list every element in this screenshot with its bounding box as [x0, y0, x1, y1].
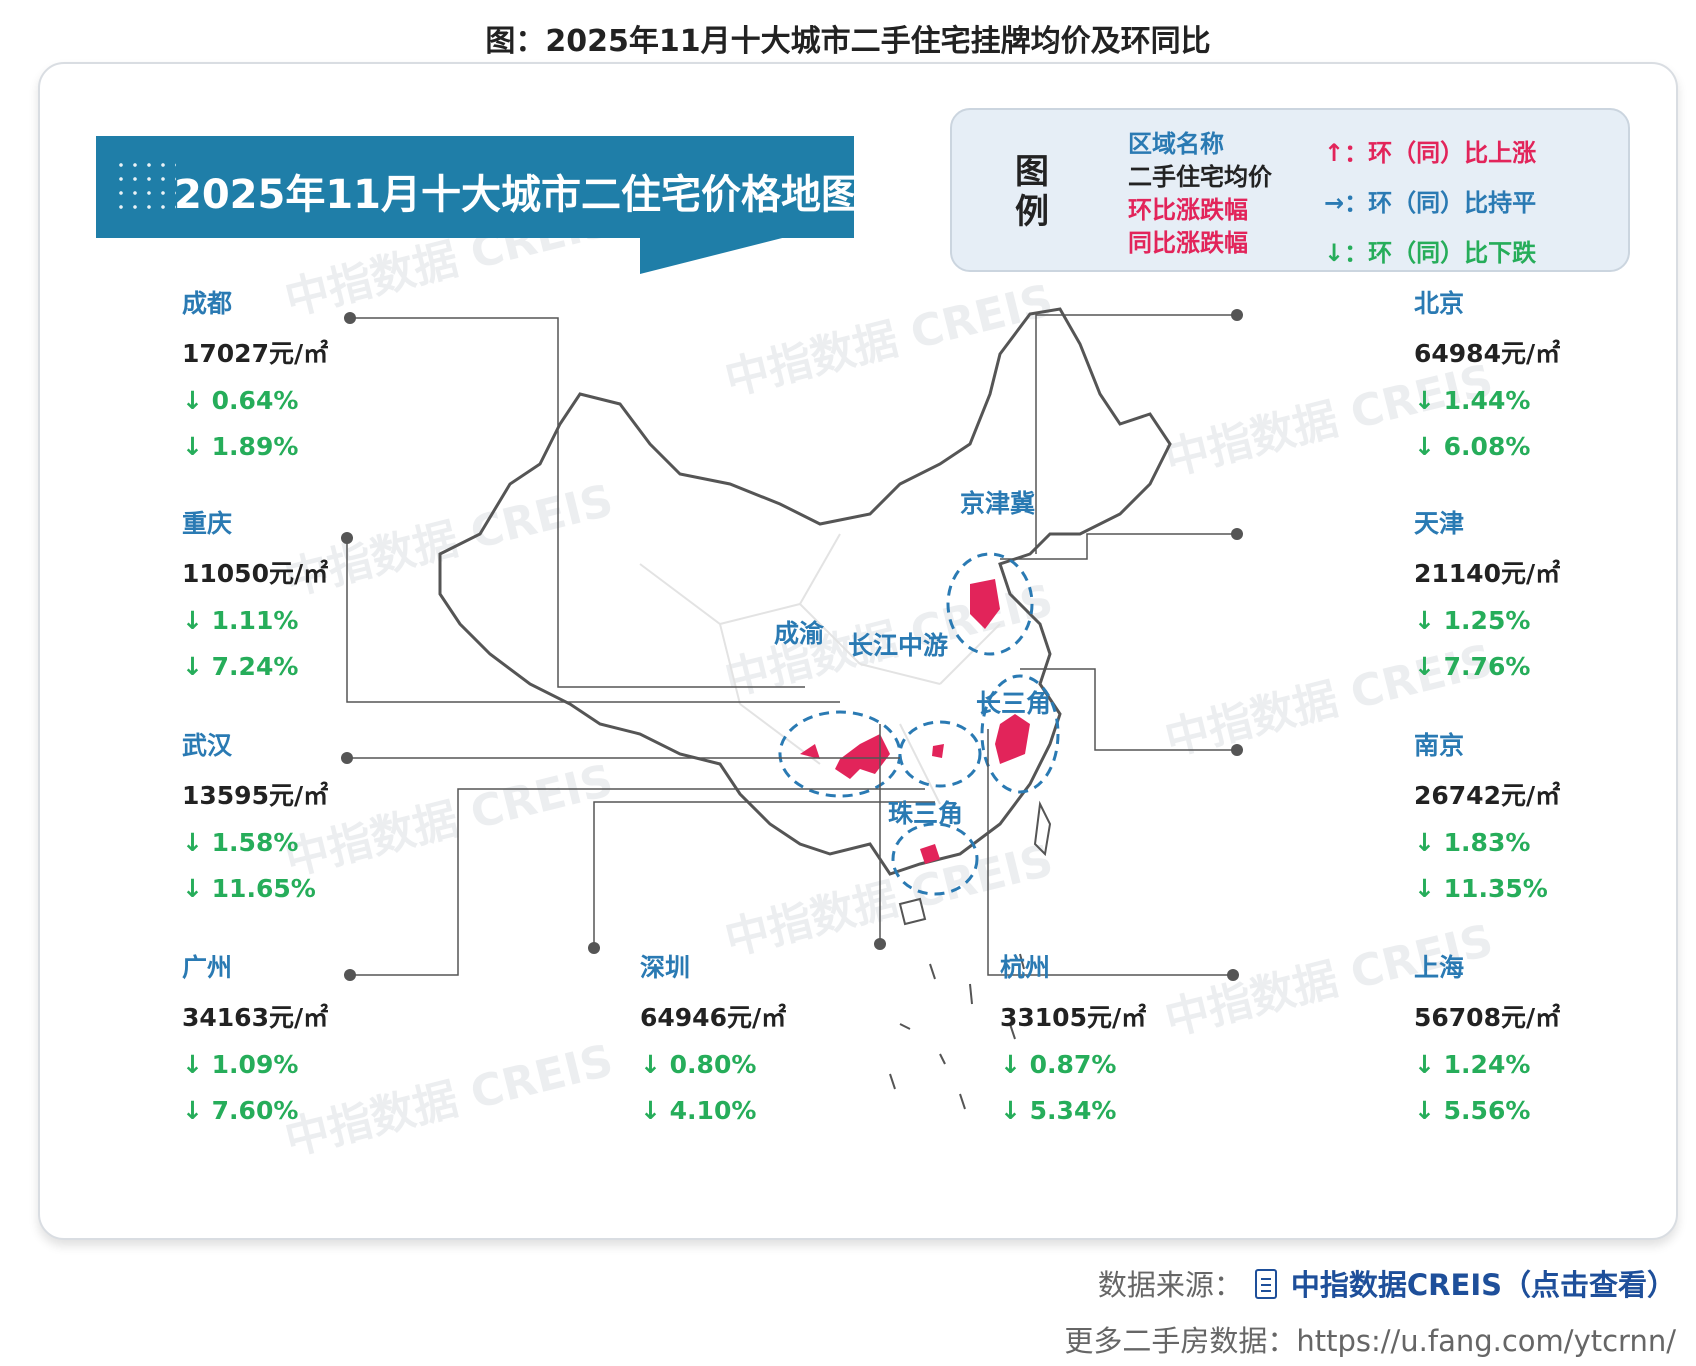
city-mom: ↓ 1.58%: [182, 828, 299, 857]
china-outline: [438, 307, 1172, 876]
legend-yoy: 同比涨跌幅: [1128, 229, 1248, 257]
leader-tianjin: [1000, 533, 1237, 560]
leader-lines: [346, 314, 1237, 976]
city-name: 南京: [1414, 731, 1465, 760]
legend-title: 图例: [1015, 152, 1049, 232]
city-price: 13595元/㎡: [182, 781, 329, 810]
city-price: 17027元/㎡: [182, 339, 329, 368]
city-price: 56708元/㎡: [1414, 1003, 1561, 1032]
city-chongqing: 重庆 11050元/㎡ ↓ 1.11% ↓ 7.24%: [182, 504, 328, 690]
city-name: 杭州: [1000, 953, 1051, 982]
city-mom: ↓ 1.44%: [1414, 386, 1531, 415]
legend-avg-price: 二手住宅均价: [1128, 163, 1272, 191]
legend-box: 图例 区域名称 二手住宅均价 环比涨跌幅 同比涨跌幅 ↑：环（同）比上涨 →：环…: [950, 108, 1630, 272]
city-name: 天津: [1414, 509, 1465, 538]
region-label-changjiang: 长江中游: [848, 631, 949, 660]
legend-fields: 区域名称 二手住宅均价 环比涨跌幅 同比涨跌幅: [1128, 128, 1272, 260]
city-tianjin: 天津 21140元/㎡ ↓ 1.25% ↓ 7.76%: [1414, 504, 1560, 690]
leader-guangzhou: [350, 788, 925, 976]
document-icon: [1254, 1269, 1277, 1299]
city-yoy: ↓ 5.56%: [1414, 1096, 1531, 1125]
price-map-card: 中指数据 CREIS 中指数据 CREIS 中指数据 CREIS 中指数据 CR…: [38, 62, 1678, 1240]
leader-chongqing: [346, 538, 840, 703]
city-beijing: 北京 64984元/㎡ ↓ 1.44% ↓ 6.08%: [1414, 284, 1560, 470]
city-nanjing: 南京 26742元/㎡ ↓ 1.83% ↓ 11.35%: [1414, 726, 1560, 912]
dots-decoration: [114, 158, 176, 214]
leader-shenzhen: [593, 801, 935, 948]
hainan-island: [898, 897, 927, 926]
city-hangzhou: 杭州 33105元/㎡ ↓ 0.87% ↓ 5.34%: [1000, 948, 1146, 1134]
legend-flat: →：环（同）比持平: [1324, 189, 1537, 217]
city-yoy: ↓ 4.10%: [640, 1096, 757, 1125]
city-name: 重庆: [182, 509, 233, 538]
region-jingjinji: [946, 552, 1034, 656]
city-yoy: ↓ 5.34%: [1000, 1096, 1117, 1125]
city-name: 深圳: [640, 953, 691, 982]
source-label: 数据来源：: [1097, 1268, 1243, 1302]
china-map: [341, 307, 1243, 1110]
leader-beijing: [1035, 314, 1237, 554]
leader-chengdu: [350, 317, 805, 688]
city-yoy: ↓ 1.89%: [182, 432, 299, 461]
city-wuhan: 武汉 13595元/㎡ ↓ 1.58% ↓ 11.65%: [182, 726, 328, 912]
region-label-jingjinji: 京津冀: [960, 489, 1036, 518]
city-mom: ↓ 0.80%: [640, 1050, 757, 1079]
city-shanghai: 上海 56708元/㎡ ↓ 1.24% ↓ 5.56%: [1414, 948, 1560, 1134]
city-name: 武汉: [182, 731, 233, 760]
city-price: 11050元/㎡: [182, 559, 329, 588]
city-price: 26742元/㎡: [1414, 781, 1561, 810]
banner-tail: [640, 234, 798, 274]
region-label-changsanjiao: 长三角: [976, 689, 1052, 718]
taiwan-island: [1033, 800, 1052, 857]
region-label-zhusanjiao: 珠三角: [888, 799, 964, 828]
source-link[interactable]: 中指数据CREIS（点击查看）: [1290, 1268, 1676, 1302]
city-mom: ↓ 1.11%: [182, 606, 299, 635]
city-yoy: ↓ 11.35%: [1414, 874, 1548, 903]
south-sea-islands: [889, 953, 1025, 1110]
leader-dots: [341, 309, 1243, 981]
region-changsanjiao: [980, 674, 1060, 794]
map-banner: 2025年11月十大城市二住宅价格地图: [96, 136, 861, 238]
city-name: 上海: [1414, 953, 1465, 982]
city-price: 64984元/㎡: [1414, 339, 1561, 368]
legend-arrows: ↑：环（同）比上涨 →：环（同）比持平 ↓：环（同）比下跌: [1324, 128, 1536, 278]
region-label-chengyu: 成渝: [774, 619, 825, 648]
city-mom: ↓ 0.87%: [1000, 1050, 1117, 1079]
legend-up: ↑：环（同）比上涨: [1324, 139, 1537, 167]
region-changjiang: [898, 720, 982, 788]
city-yoy: ↓ 11.65%: [182, 874, 316, 903]
legend-region-name: 区域名称: [1128, 130, 1224, 158]
city-yoy: ↓ 6.08%: [1414, 432, 1531, 461]
city-mom: ↓ 1.83%: [1414, 828, 1531, 857]
city-price: 34163元/㎡: [182, 1003, 329, 1032]
more-data-link[interactable]: 更多二手房数据：https://u.fang.com/ytcrnn/: [1064, 1324, 1676, 1358]
city-name: 北京: [1414, 289, 1465, 318]
city-mom: ↓ 1.09%: [182, 1050, 299, 1079]
province-lines: [639, 533, 1001, 805]
city-guangzhou: 广州 34163元/㎡ ↓ 1.09% ↓ 7.60%: [182, 948, 328, 1134]
region-zhusanjiao: [891, 822, 979, 896]
city-price: 33105元/㎡: [1000, 1003, 1147, 1032]
city-yoy: ↓ 7.60%: [182, 1096, 299, 1125]
legend-down: ↓：环（同）比下跌: [1324, 239, 1537, 267]
footer-source: 数据来源： 中指数据CREIS（点击查看）: [1098, 1262, 1676, 1304]
city-price: 64946元/㎡: [640, 1003, 787, 1032]
page-title: 图：2025年11月十大城市二手住宅挂牌均价及环同比: [485, 24, 1211, 59]
leader-shanghai: [987, 729, 1233, 976]
city-shenzhen: 深圳 64946元/㎡ ↓ 0.80% ↓ 4.10%: [640, 948, 786, 1134]
region-chengyu: [778, 710, 902, 798]
banner-title: 2025年11月十大城市二住宅价格地图: [174, 172, 861, 218]
city-mom: ↓ 1.25%: [1414, 606, 1531, 635]
city-price: 21140元/㎡: [1414, 559, 1561, 588]
city-name: 成都: [182, 289, 233, 318]
city-yoy: ↓ 7.24%: [182, 652, 299, 681]
legend-mom: 环比涨跌幅: [1128, 196, 1248, 224]
leader-nanjing: [1020, 668, 1237, 751]
city-chengdu: 成都 17027元/㎡ ↓ 0.64% ↓ 1.89%: [182, 284, 328, 470]
city-name: 广州: [182, 953, 233, 982]
city-mom: ↓ 1.24%: [1414, 1050, 1531, 1079]
city-mom: ↓ 0.64%: [182, 386, 299, 415]
city-yoy: ↓ 7.76%: [1414, 652, 1531, 681]
